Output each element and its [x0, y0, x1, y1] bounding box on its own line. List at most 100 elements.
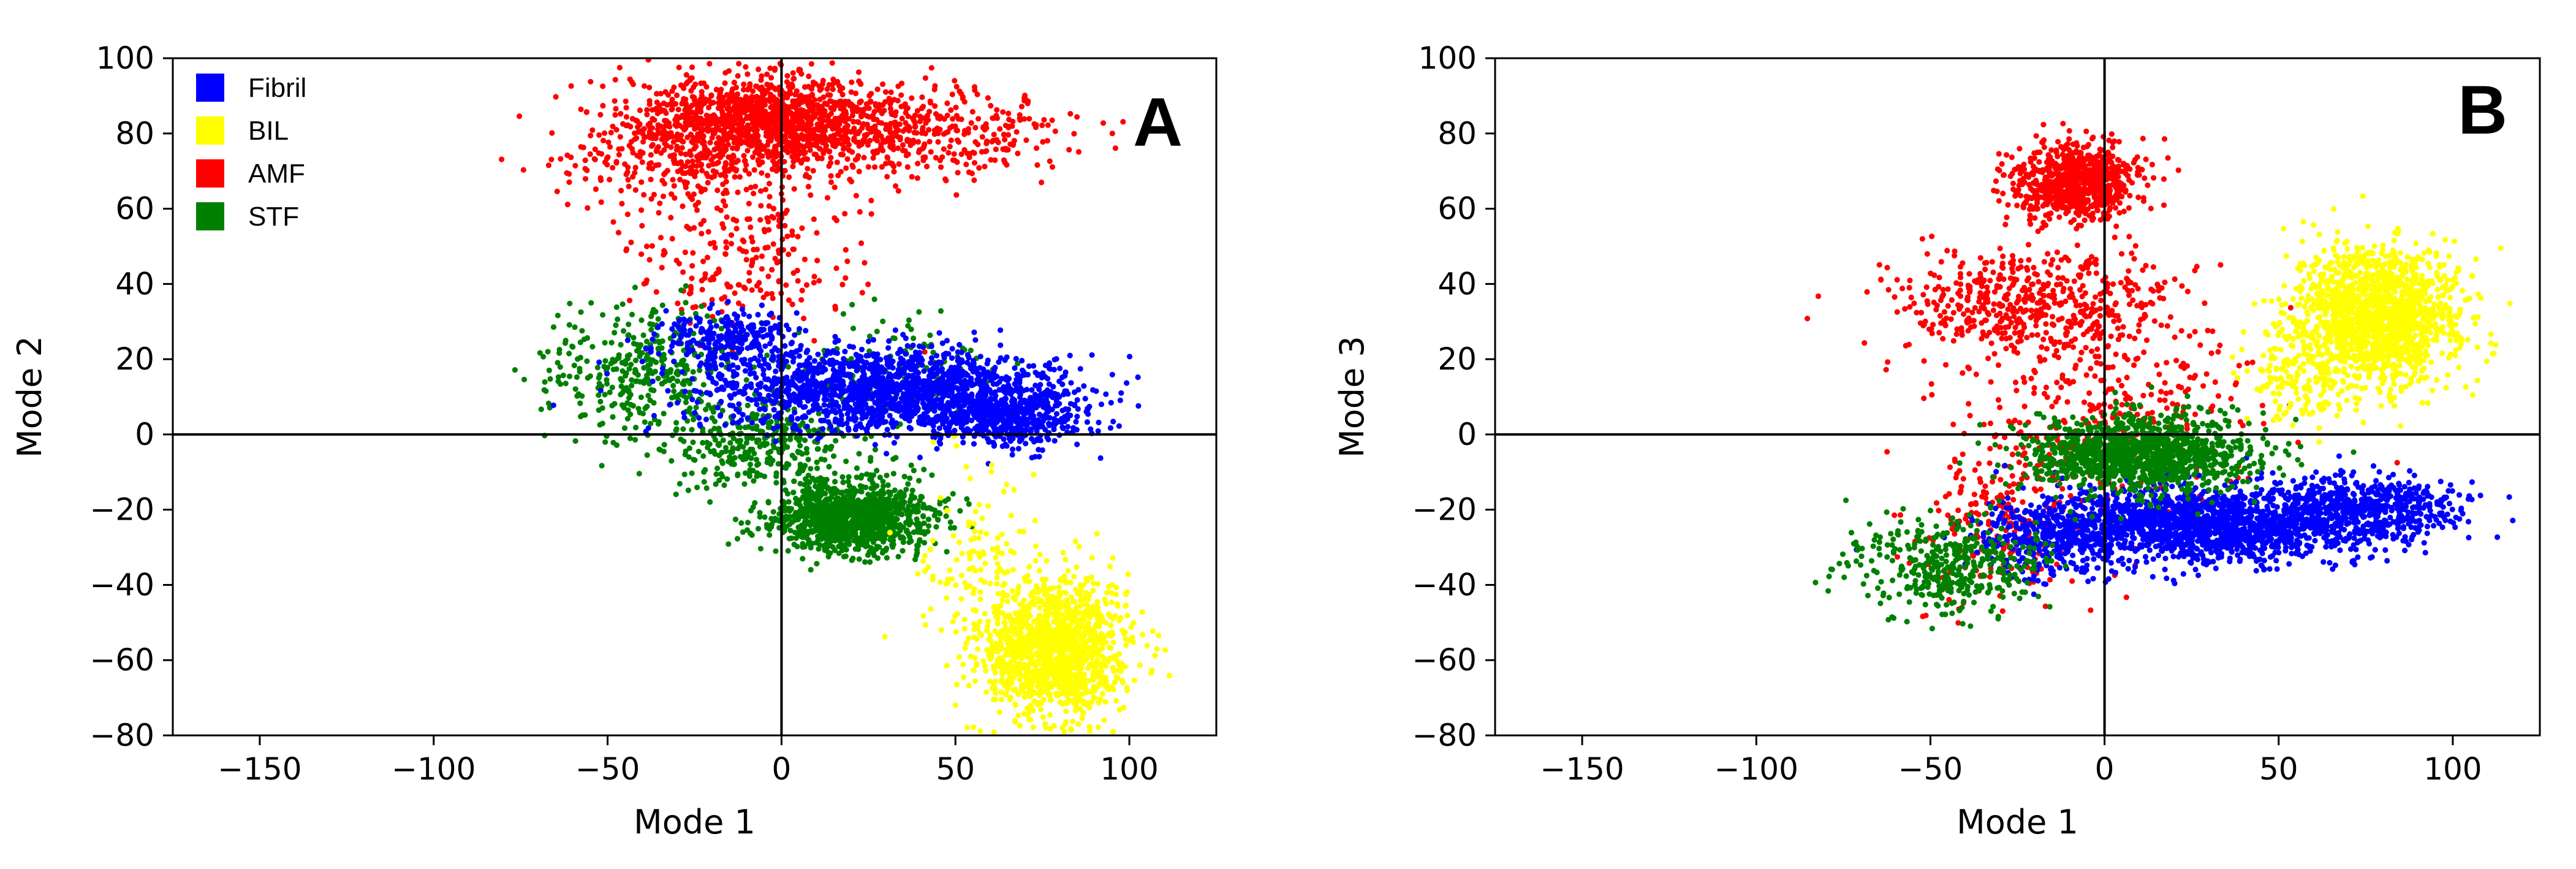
data-point [653, 289, 659, 295]
data-point [735, 157, 741, 164]
data-point [649, 243, 655, 249]
data-point [740, 529, 746, 535]
data-point [1002, 137, 1008, 143]
data-point [760, 441, 766, 447]
data-point [816, 362, 823, 368]
data-point [771, 120, 777, 126]
data-point [929, 472, 935, 478]
data-point [833, 438, 839, 444]
data-point [814, 230, 820, 236]
data-point [892, 503, 898, 509]
data-point [872, 442, 878, 448]
data-point [752, 500, 758, 506]
data-point [633, 425, 639, 431]
data-point [690, 115, 696, 121]
data-point [816, 546, 822, 552]
data-point [988, 157, 994, 163]
data-point [702, 271, 708, 277]
data-point [602, 130, 608, 136]
data-point [963, 161, 969, 167]
data-point [681, 381, 687, 387]
data-point [747, 530, 753, 536]
data-point [732, 455, 738, 461]
data-point [947, 125, 953, 131]
data-point [805, 457, 811, 463]
data-point [953, 127, 960, 134]
data-point [867, 137, 873, 144]
data-point [572, 438, 578, 444]
data-point [773, 480, 779, 486]
data-point [643, 378, 650, 384]
data-point [790, 270, 797, 276]
data-point [916, 477, 922, 484]
data-point [833, 512, 839, 518]
data-point [612, 401, 618, 407]
data-point [872, 447, 879, 453]
data-point [689, 102, 695, 108]
data-point [697, 106, 703, 112]
data-point [725, 284, 731, 290]
data-point [765, 450, 771, 456]
data-point [716, 268, 722, 274]
data-point [718, 471, 724, 477]
data-point [1019, 357, 1025, 364]
data-point [888, 99, 895, 105]
data-point [811, 216, 817, 222]
data-point [749, 94, 755, 100]
data-point [588, 300, 594, 306]
data-point [782, 517, 789, 523]
data-point [857, 209, 863, 215]
data-point [868, 91, 874, 97]
data-point [744, 415, 751, 421]
data-point [566, 373, 573, 379]
data-point [925, 516, 931, 523]
data-point [787, 436, 794, 442]
data-point [661, 442, 667, 448]
data-point [873, 148, 879, 154]
data-point [735, 189, 741, 195]
data-point [718, 150, 724, 156]
data-point [817, 532, 823, 538]
data-point [814, 485, 821, 491]
data-point [584, 358, 590, 365]
data-point [888, 89, 894, 96]
data-point [806, 537, 812, 543]
data-point [743, 64, 749, 70]
data-point [751, 167, 757, 173]
data-point [996, 359, 1002, 365]
data-point [582, 176, 589, 182]
data-point [849, 113, 855, 119]
data-point [911, 468, 917, 474]
data-point [632, 187, 638, 193]
data-point [613, 442, 620, 449]
data-point [669, 88, 675, 94]
data-point [858, 240, 865, 246]
data-point [763, 129, 770, 135]
data-point [555, 378, 561, 384]
data-point [692, 457, 698, 463]
data-point [640, 150, 646, 156]
data-point [680, 162, 686, 169]
data-point [705, 444, 711, 450]
data-point [683, 283, 689, 289]
data-point [868, 197, 874, 203]
data-point [887, 412, 893, 419]
data-point [843, 458, 849, 465]
data-point [623, 98, 629, 104]
data-point [701, 52, 707, 58]
data-point [1135, 403, 1142, 409]
data-point [521, 376, 528, 382]
data-point [683, 104, 690, 110]
data-point [901, 474, 907, 480]
data-point [912, 495, 918, 501]
data-point [754, 462, 760, 468]
data-point [926, 139, 933, 145]
data-point [753, 83, 759, 89]
data-point [689, 139, 695, 145]
data-point [923, 505, 930, 511]
data-point [1049, 117, 1055, 123]
data-point [885, 482, 891, 488]
data-point [1067, 111, 1074, 117]
data-point [896, 121, 903, 127]
data-point [656, 419, 662, 425]
